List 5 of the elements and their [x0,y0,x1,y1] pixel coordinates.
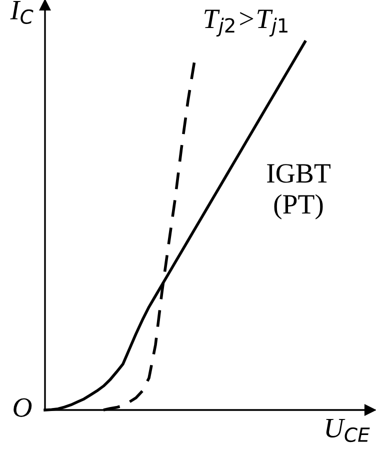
text: O [14,398,32,417]
text: T$_{j2}$>T$_{j1}$ [204,10,288,37]
annotation: IGBT (PT) [267,164,330,220]
y-axis-title: I$_{C}$ [10,1,34,24]
x-axis-title: U$_{CE}$ [326,419,370,442]
